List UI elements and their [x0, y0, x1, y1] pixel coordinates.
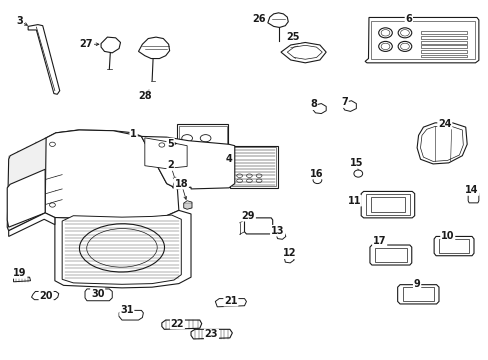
Bar [420, 50, 466, 53]
Polygon shape [138, 37, 169, 59]
Text: 9: 9 [413, 279, 420, 289]
Text: 18: 18 [174, 179, 188, 189]
Polygon shape [191, 329, 232, 339]
Text: 5: 5 [167, 139, 174, 149]
Polygon shape [162, 320, 201, 329]
Polygon shape [85, 289, 112, 301]
Polygon shape [244, 218, 272, 234]
Text: 23: 23 [204, 329, 218, 339]
Polygon shape [365, 18, 478, 63]
Polygon shape [31, 292, 59, 300]
Text: 15: 15 [349, 158, 362, 168]
Polygon shape [416, 123, 466, 164]
Text: 7: 7 [341, 97, 347, 107]
Polygon shape [7, 138, 47, 231]
Polygon shape [369, 245, 411, 265]
Polygon shape [14, 277, 30, 282]
Polygon shape [433, 237, 473, 256]
Bar [229, 146, 277, 188]
Text: 8: 8 [309, 99, 316, 109]
Text: 20: 20 [40, 291, 53, 301]
Polygon shape [397, 285, 438, 304]
Polygon shape [9, 213, 55, 237]
Text: 31: 31 [120, 305, 133, 315]
Text: 24: 24 [437, 118, 450, 129]
Text: 26: 26 [252, 14, 265, 23]
Bar [402, 287, 433, 301]
Text: 1: 1 [130, 129, 137, 139]
Polygon shape [46, 130, 141, 143]
Text: 19: 19 [13, 268, 26, 278]
Text: 12: 12 [282, 248, 295, 258]
Bar [420, 41, 466, 44]
Bar [231, 147, 275, 186]
Bar [177, 124, 228, 166]
Text: 4: 4 [225, 154, 232, 164]
Polygon shape [45, 130, 179, 220]
Polygon shape [141, 136, 234, 189]
Bar [420, 55, 466, 58]
Polygon shape [7, 169, 45, 227]
Text: 30: 30 [91, 289, 104, 298]
Bar [374, 248, 406, 262]
Bar [370, 197, 404, 212]
Polygon shape [467, 192, 478, 203]
Text: 11: 11 [347, 196, 361, 206]
Polygon shape [267, 13, 287, 27]
Bar [179, 126, 226, 165]
Polygon shape [55, 210, 191, 288]
Polygon shape [144, 138, 187, 168]
Polygon shape [119, 310, 143, 320]
Text: 10: 10 [440, 231, 453, 242]
Text: 6: 6 [405, 14, 411, 23]
Polygon shape [361, 192, 414, 218]
Bar [420, 36, 466, 39]
Text: 3: 3 [17, 16, 23, 26]
Polygon shape [215, 298, 246, 307]
Text: 14: 14 [465, 185, 478, 195]
Bar [420, 31, 466, 34]
Text: 16: 16 [309, 168, 323, 179]
Text: 28: 28 [138, 91, 151, 101]
Text: 2: 2 [167, 160, 174, 170]
Text: 21: 21 [224, 296, 237, 306]
Text: 13: 13 [270, 226, 284, 236]
Text: 17: 17 [372, 237, 386, 247]
Bar [420, 45, 466, 48]
Text: 27: 27 [80, 39, 93, 49]
Polygon shape [62, 215, 181, 284]
Bar [438, 239, 468, 253]
Text: 22: 22 [170, 319, 184, 329]
Text: 25: 25 [286, 32, 299, 42]
Text: 29: 29 [241, 211, 255, 221]
